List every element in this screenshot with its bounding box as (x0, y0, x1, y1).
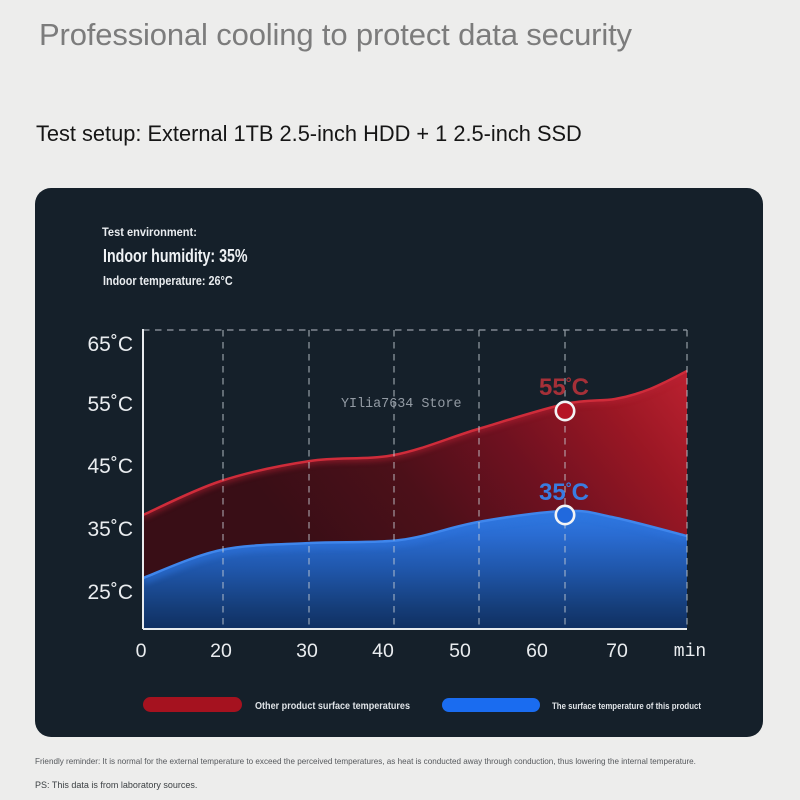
svg-text:40: 40 (372, 640, 394, 662)
svg-text:20: 20 (210, 640, 232, 662)
svg-text:25˚C: 25˚C (87, 581, 133, 604)
svg-text:YIlia7634 Store: YIlia7634 Store (341, 397, 462, 412)
svg-text:0: 0 (136, 640, 147, 662)
svg-text:50: 50 (449, 640, 471, 662)
svg-text:65˚C: 65˚C (87, 333, 133, 356)
svg-text:35˚C: 35˚C (87, 518, 133, 541)
svg-text:30: 30 (296, 640, 318, 662)
svg-text:The surface temperature of thi: The surface temperature of this product (552, 701, 701, 711)
svg-text:55°C: 55°C (539, 374, 589, 401)
svg-text:35°C: 35°C (539, 479, 589, 506)
svg-text:Other product surface temperat: Other product surface temperatures (255, 701, 410, 712)
svg-text:min: min (674, 642, 706, 662)
svg-text:45˚C: 45˚C (87, 455, 133, 478)
svg-text:55˚C: 55˚C (87, 393, 133, 416)
svg-text:70: 70 (606, 640, 628, 662)
svg-text:60: 60 (526, 640, 548, 662)
